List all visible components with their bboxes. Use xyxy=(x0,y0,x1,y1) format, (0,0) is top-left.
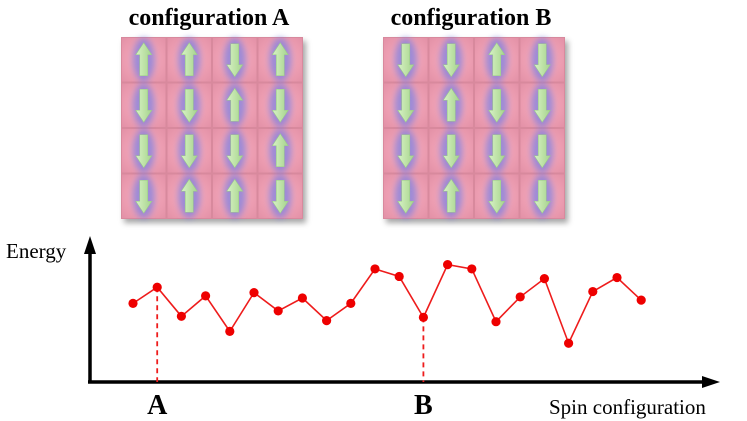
spin-down-arrow-icon xyxy=(533,134,551,169)
spin-down-arrow-icon xyxy=(135,88,153,123)
spin-down-arrow-icon xyxy=(442,43,460,78)
configuration-a-title: configuration A xyxy=(129,5,290,31)
spin-up-arrow-icon xyxy=(442,87,460,122)
energy-point xyxy=(612,272,622,283)
spin-up-arrow-icon xyxy=(226,87,244,122)
spin-up-arrow-icon xyxy=(442,178,460,213)
spin-down-arrow-icon xyxy=(271,88,289,123)
energy-point xyxy=(273,306,283,316)
spin-down-arrow-icon xyxy=(135,179,153,214)
energy-series-points xyxy=(128,260,646,348)
spin-up-arrow-icon xyxy=(271,42,289,77)
spin-down-arrow-icon xyxy=(488,179,506,214)
spin-up-arrow-icon xyxy=(180,42,198,77)
spin-grid-b xyxy=(383,37,565,219)
energy-point xyxy=(418,312,428,322)
marker-label: B xyxy=(414,390,433,421)
spin-grid-a xyxy=(121,37,303,219)
energy-point xyxy=(394,271,404,282)
spin-down-arrow-icon xyxy=(397,134,415,169)
energy-point xyxy=(491,317,501,327)
energy-point xyxy=(322,316,332,326)
energy-point xyxy=(297,293,307,303)
spin-down-arrow-icon xyxy=(442,134,460,169)
marker-label: A xyxy=(147,390,168,421)
energy-point xyxy=(588,286,598,297)
energy-point xyxy=(515,292,525,302)
energy-point xyxy=(443,260,453,270)
energy-point xyxy=(370,264,380,274)
spin-down-arrow-icon xyxy=(533,88,551,123)
spin-down-arrow-icon xyxy=(397,179,415,214)
energy-point xyxy=(346,298,356,308)
configuration-b-panel: configuration B xyxy=(383,5,565,219)
x-axis-arrowhead xyxy=(702,376,720,388)
configuration-b-title: configuration B xyxy=(391,5,552,31)
energy-point xyxy=(201,291,211,301)
spin-down-arrow-icon xyxy=(397,43,415,78)
energy-point xyxy=(128,298,138,308)
energy-point xyxy=(539,274,550,284)
spin-up-arrow-icon xyxy=(488,42,506,77)
spin-down-arrow-icon xyxy=(135,134,153,169)
spin-down-arrow-icon xyxy=(533,43,551,78)
energy-point xyxy=(152,282,162,292)
y-axis-label: Energy xyxy=(6,239,67,263)
energy-point xyxy=(564,338,574,348)
y-axis-arrowhead xyxy=(84,236,96,254)
spin-up-arrow-icon xyxy=(135,42,153,77)
configuration-a-panel: configuration A xyxy=(121,5,303,219)
spin-down-arrow-icon xyxy=(180,88,198,123)
spin-up-arrow-icon xyxy=(271,133,289,168)
spin-down-arrow-icon xyxy=(488,88,506,123)
energy-point xyxy=(249,288,259,298)
spin-down-arrow-icon xyxy=(180,134,198,169)
spin-down-arrow-icon xyxy=(397,88,415,123)
spin-down-arrow-icon xyxy=(226,134,244,169)
spin-up-arrow-icon xyxy=(226,178,244,213)
spin-down-arrow-icon xyxy=(271,179,289,214)
x-axis-label: Spin configuration xyxy=(549,395,706,419)
spin-up-arrow-icon xyxy=(180,178,198,213)
energy-point xyxy=(225,326,235,336)
energy-point xyxy=(467,264,477,274)
spin-down-arrow-icon xyxy=(226,43,244,78)
spin-down-arrow-icon xyxy=(488,134,506,169)
energy-series-line xyxy=(132,263,642,346)
energy-point xyxy=(176,311,186,321)
spin-down-arrow-icon xyxy=(533,179,551,214)
energy-point xyxy=(636,295,646,305)
